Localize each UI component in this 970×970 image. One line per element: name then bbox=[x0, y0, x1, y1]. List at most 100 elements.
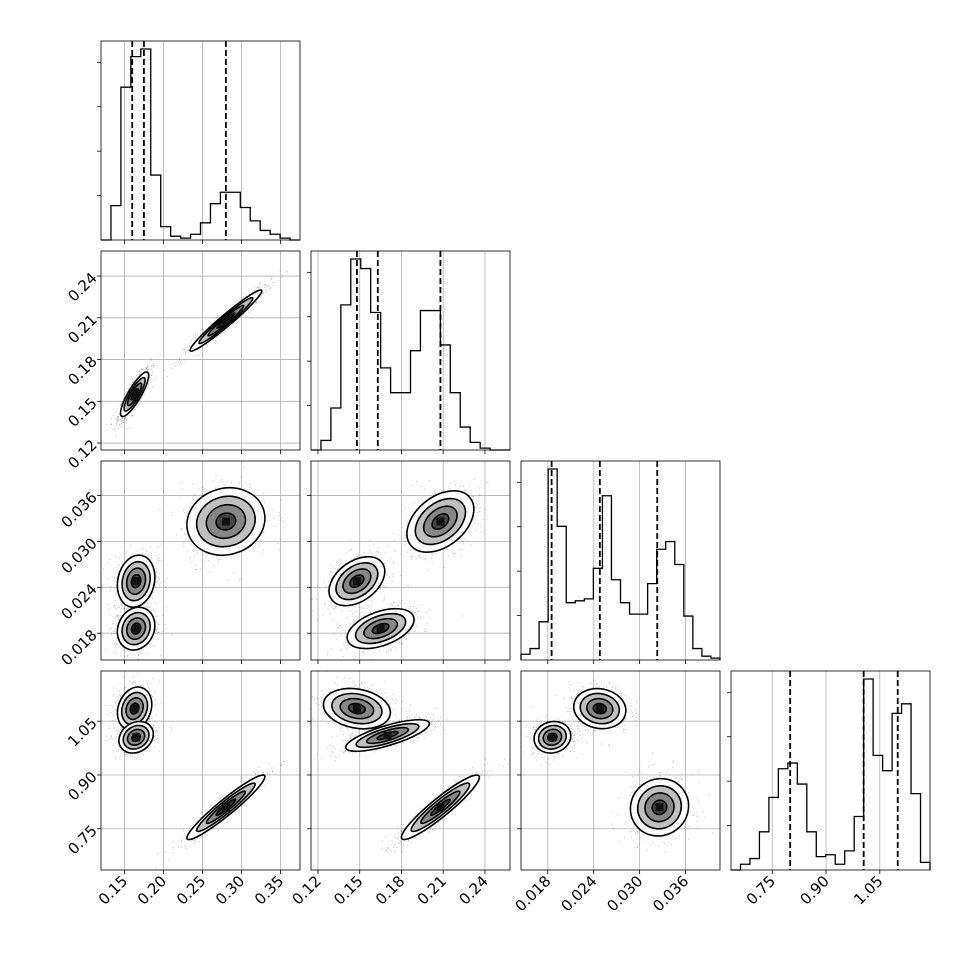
scatter-point bbox=[162, 614, 164, 616]
scatter-point bbox=[384, 596, 386, 599]
scatter-point bbox=[139, 650, 141, 652]
scatter-point bbox=[478, 523, 480, 525]
scatter-point bbox=[263, 283, 265, 285]
scatter-point bbox=[346, 617, 348, 619]
scatter-point bbox=[106, 735, 108, 737]
scatter-point bbox=[411, 485, 413, 487]
scatter-point bbox=[145, 367, 148, 370]
scatter-point bbox=[149, 682, 151, 685]
scatter-point bbox=[371, 600, 373, 602]
scatter-point bbox=[116, 704, 118, 706]
scatter-point bbox=[180, 497, 182, 500]
scatter-point bbox=[157, 546, 159, 548]
scatter-point bbox=[128, 414, 131, 417]
scatter-point bbox=[119, 404, 122, 406]
scatter-point bbox=[124, 607, 126, 609]
scatter-point bbox=[216, 317, 219, 319]
scatter-point bbox=[369, 611, 372, 613]
scatter-point bbox=[254, 289, 256, 292]
scatter-point bbox=[161, 543, 163, 545]
scatter-point bbox=[117, 699, 120, 701]
scatter-point bbox=[153, 740, 155, 742]
scatter-point bbox=[262, 292, 264, 294]
scatter-point bbox=[272, 508, 274, 511]
scatter-point bbox=[221, 479, 223, 481]
scatter-point bbox=[159, 572, 161, 574]
scatter-point bbox=[404, 508, 406, 510]
scatter-point bbox=[263, 531, 265, 533]
scatter-point bbox=[414, 612, 416, 614]
scatter-point bbox=[125, 420, 127, 422]
scatter-point bbox=[141, 368, 143, 370]
scatter-point bbox=[344, 639, 347, 642]
scatter-point bbox=[418, 555, 420, 557]
scatter-point bbox=[119, 405, 121, 407]
scatter-point bbox=[215, 341, 218, 343]
panel-frame-1-1 bbox=[310, 250, 511, 451]
scatter-point bbox=[269, 287, 271, 289]
scatter-point bbox=[113, 642, 116, 644]
scatter-point bbox=[335, 605, 337, 608]
scatter-point bbox=[153, 367, 155, 369]
scatter-point bbox=[278, 548, 281, 551]
scatter-point bbox=[369, 599, 371, 601]
scatter-point bbox=[400, 643, 402, 646]
scatter-point bbox=[378, 649, 380, 652]
scatter-point bbox=[180, 529, 182, 531]
scatter-point bbox=[115, 579, 117, 581]
scatter-point bbox=[281, 276, 283, 278]
scatter-point bbox=[110, 704, 112, 706]
scatter-point bbox=[121, 607, 123, 610]
scatter-point bbox=[126, 655, 129, 657]
scatter-point bbox=[392, 561, 394, 563]
scatter-point bbox=[115, 424, 118, 426]
scatter-point bbox=[150, 368, 152, 371]
scatter-point bbox=[213, 564, 216, 567]
scatter-point bbox=[175, 534, 178, 536]
scatter-point bbox=[118, 557, 120, 560]
scatter-point bbox=[404, 540, 407, 542]
panel-frame-0-0 bbox=[100, 40, 301, 241]
scatter-point bbox=[399, 553, 402, 555]
scatter-point bbox=[220, 313, 222, 315]
scatter-point bbox=[154, 704, 157, 706]
scatter-point bbox=[460, 555, 462, 557]
scatter-point bbox=[202, 486, 204, 489]
scatter-point bbox=[191, 502, 193, 504]
scatter-point bbox=[156, 580, 158, 583]
scatter-point bbox=[279, 539, 281, 541]
scatter-point bbox=[149, 546, 152, 548]
scatter-point bbox=[206, 344, 208, 346]
scatter-point bbox=[259, 287, 262, 289]
scatter-point bbox=[453, 480, 456, 483]
scatter-point bbox=[199, 568, 202, 570]
scatter-point bbox=[228, 327, 230, 329]
scatter-point bbox=[397, 571, 400, 573]
scatter-point bbox=[347, 607, 350, 609]
scatter-point bbox=[139, 399, 141, 401]
scatter-point bbox=[152, 591, 154, 594]
scatter-point bbox=[115, 593, 118, 596]
scatter-point bbox=[110, 735, 112, 737]
scatter-point bbox=[110, 417, 113, 420]
scatter-point bbox=[471, 525, 474, 527]
scatter-point bbox=[352, 612, 354, 615]
scatter-point bbox=[143, 753, 145, 756]
scatter-point bbox=[150, 359, 152, 362]
scatter-point bbox=[262, 542, 264, 544]
scatter-point bbox=[170, 727, 172, 729]
scatter-point bbox=[185, 515, 187, 517]
scatter-point bbox=[393, 540, 396, 542]
density-peak-2 bbox=[436, 517, 445, 526]
scatter-point bbox=[154, 610, 156, 613]
scatter-point bbox=[125, 419, 128, 421]
scatter-point bbox=[159, 509, 161, 511]
scatter-point bbox=[145, 367, 148, 370]
scatter-point bbox=[151, 717, 153, 720]
scatter-point bbox=[116, 571, 118, 573]
scatter-point bbox=[348, 550, 350, 552]
panel-frame-2-1 bbox=[310, 460, 511, 661]
scatter-point bbox=[356, 556, 359, 558]
scatter-point bbox=[242, 296, 244, 298]
scatter-point bbox=[153, 362, 155, 365]
